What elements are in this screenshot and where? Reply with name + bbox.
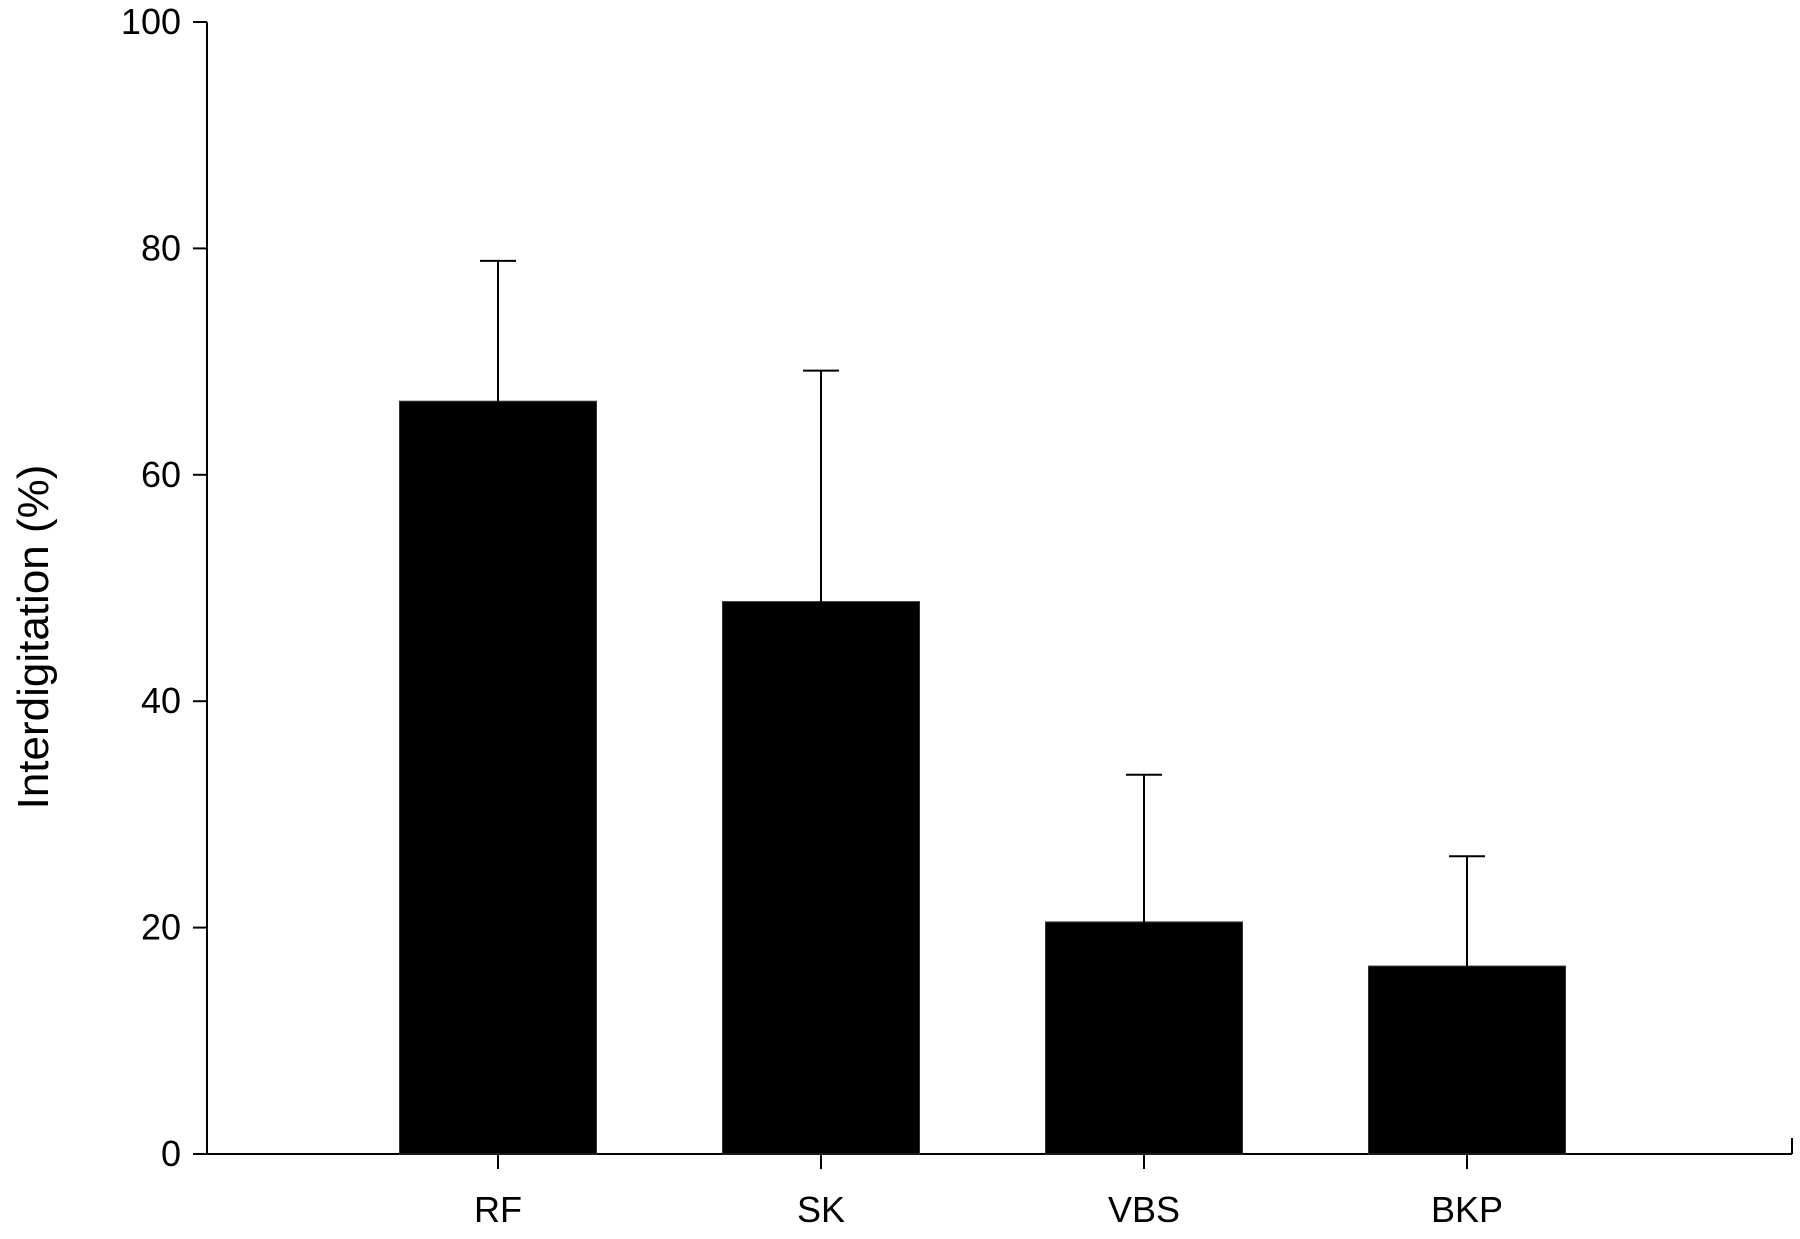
y-tick-label: 40 bbox=[141, 680, 181, 721]
y-tick-label: 0 bbox=[161, 1133, 181, 1174]
y-tick-label: 60 bbox=[141, 454, 181, 495]
bar bbox=[722, 601, 920, 1155]
y-tick-label: 20 bbox=[141, 907, 181, 948]
x-tick-label: BKP bbox=[1431, 1189, 1503, 1230]
bar bbox=[1045, 921, 1243, 1155]
x-tick-label: RF bbox=[474, 1189, 522, 1230]
bar bbox=[399, 400, 597, 1155]
x-tick-label: VBS bbox=[1108, 1189, 1180, 1230]
y-axis-title: Interdigitation (%) bbox=[9, 465, 58, 810]
x-tick-label: SK bbox=[797, 1189, 845, 1230]
y-tick-label: 100 bbox=[121, 1, 181, 42]
plot-area: 0 20 40 60 80 100 RF SK VBS BKP bbox=[121, 1, 1793, 1230]
bar bbox=[1368, 965, 1566, 1155]
y-tick-label: 80 bbox=[141, 227, 181, 268]
